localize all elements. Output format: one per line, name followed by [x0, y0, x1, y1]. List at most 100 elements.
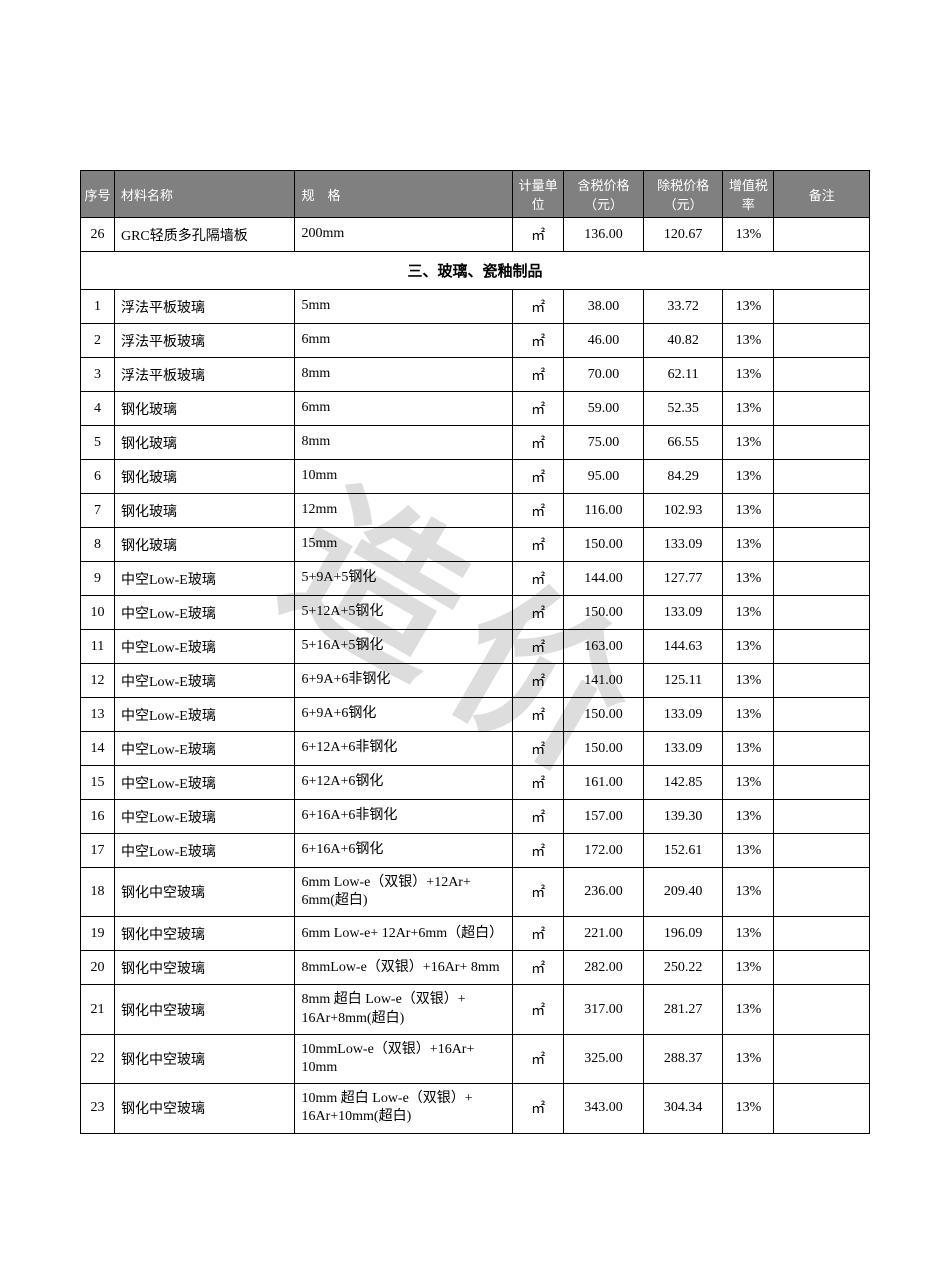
cell-remark [774, 698, 870, 732]
cell-remark [774, 290, 870, 324]
section-header-row: 三、玻璃、瓷釉制品 [81, 252, 870, 290]
cell-tax: 13% [723, 494, 774, 528]
cell-name: 中空Low-E玻璃 [114, 834, 295, 868]
cell-seq: 10 [81, 596, 115, 630]
header-price-notax: 除税价格（元） [643, 171, 723, 218]
cell-price-notax: 196.09 [643, 917, 723, 951]
cell-seq: 23 [81, 1084, 115, 1133]
cell-unit: ㎡ [513, 800, 564, 834]
cell-remark [774, 664, 870, 698]
cell-spec: 8mm [295, 358, 513, 392]
cell-remark [774, 528, 870, 562]
cell-remark [774, 917, 870, 951]
table-row: 9中空Low-E玻璃5+9A+5钢化㎡144.00127.7713% [81, 562, 870, 596]
cell-remark [774, 218, 870, 252]
cell-price-notax: 125.11 [643, 664, 723, 698]
cell-price-notax: 288.37 [643, 1034, 723, 1083]
cell-price-tax: 116.00 [564, 494, 644, 528]
header-seq: 序号 [81, 171, 115, 218]
cell-tax: 13% [723, 868, 774, 917]
table-row: 2浮法平板玻璃6mm㎡46.0040.8213% [81, 324, 870, 358]
cell-price-tax: 141.00 [564, 664, 644, 698]
cell-unit: ㎡ [513, 392, 564, 426]
cell-seq: 3 [81, 358, 115, 392]
table-row: 7钢化玻璃12mm㎡116.00102.9313% [81, 494, 870, 528]
cell-name: 钢化玻璃 [114, 426, 295, 460]
cell-tax: 13% [723, 917, 774, 951]
cell-name: 钢化中空玻璃 [114, 951, 295, 985]
cell-price-notax: 62.11 [643, 358, 723, 392]
cell-tax: 13% [723, 460, 774, 494]
cell-name: 钢化玻璃 [114, 460, 295, 494]
cell-spec: 6mm [295, 324, 513, 358]
cell-tax: 13% [723, 528, 774, 562]
cell-tax: 13% [723, 290, 774, 324]
cell-price-notax: 209.40 [643, 868, 723, 917]
table-row: 23钢化中空玻璃10mm 超白 Low-e（双银）+ 16Ar+10mm(超白)… [81, 1084, 870, 1133]
cell-price-tax: 317.00 [564, 985, 644, 1034]
cell-seq: 9 [81, 562, 115, 596]
cell-price-notax: 139.30 [643, 800, 723, 834]
cell-unit: ㎡ [513, 732, 564, 766]
materials-price-table: 序号 材料名称 规 格 计量单位 含税价格（元） 除税价格（元） 增值税率 备注… [80, 170, 870, 1134]
cell-unit: ㎡ [513, 562, 564, 596]
cell-seq: 12 [81, 664, 115, 698]
cell-unit: ㎡ [513, 917, 564, 951]
header-unit: 计量单位 [513, 171, 564, 218]
table-row: 19钢化中空玻璃6mm Low-e+ 12Ar+6mm（超白）㎡221.0019… [81, 917, 870, 951]
cell-price-notax: 133.09 [643, 698, 723, 732]
cell-price-notax: 127.77 [643, 562, 723, 596]
cell-seq: 22 [81, 1034, 115, 1083]
cell-unit: ㎡ [513, 766, 564, 800]
cell-price-tax: 150.00 [564, 732, 644, 766]
cell-tax: 13% [723, 1084, 774, 1133]
cell-spec: 6+9A+6钢化 [295, 698, 513, 732]
cell-tax: 13% [723, 834, 774, 868]
cell-price-tax: 282.00 [564, 951, 644, 985]
cell-remark [774, 630, 870, 664]
cell-remark [774, 562, 870, 596]
cell-spec: 6+16A+6非钢化 [295, 800, 513, 834]
table-row: 6钢化玻璃10mm㎡95.0084.2913% [81, 460, 870, 494]
cell-spec: 10mm [295, 460, 513, 494]
cell-unit: ㎡ [513, 951, 564, 985]
cell-remark [774, 426, 870, 460]
cell-seq: 11 [81, 630, 115, 664]
cell-tax: 13% [723, 951, 774, 985]
cell-price-tax: 163.00 [564, 630, 644, 664]
cell-price-tax: 75.00 [564, 426, 644, 460]
cell-name: 钢化中空玻璃 [114, 1084, 295, 1133]
header-remark: 备注 [774, 171, 870, 218]
cell-seq: 13 [81, 698, 115, 732]
cell-price-tax: 95.00 [564, 460, 644, 494]
cell-spec: 6mm Low-e+ 12Ar+6mm（超白） [295, 917, 513, 951]
cell-price-notax: 304.34 [643, 1084, 723, 1133]
cell-tax: 13% [723, 1034, 774, 1083]
cell-tax: 13% [723, 630, 774, 664]
table-row: 18钢化中空玻璃6mm Low-e（双银）+12Ar+ 6mm(超白)㎡236.… [81, 868, 870, 917]
cell-price-notax: 281.27 [643, 985, 723, 1034]
cell-spec: 10mmLow-e（双银）+16Ar+ 10mm [295, 1034, 513, 1083]
cell-name: 浮法平板玻璃 [114, 358, 295, 392]
cell-remark [774, 494, 870, 528]
cell-price-notax: 66.55 [643, 426, 723, 460]
cell-remark [774, 766, 870, 800]
cell-price-tax: 150.00 [564, 698, 644, 732]
cell-name: 中空Low-E玻璃 [114, 596, 295, 630]
cell-spec: 5+12A+5钢化 [295, 596, 513, 630]
cell-price-notax: 120.67 [643, 218, 723, 252]
section-title: 三、玻璃、瓷釉制品 [81, 252, 870, 290]
cell-price-notax: 133.09 [643, 596, 723, 630]
cell-price-tax: 221.00 [564, 917, 644, 951]
table-row: 8钢化玻璃15mm㎡150.00133.0913% [81, 528, 870, 562]
cell-tax: 13% [723, 218, 774, 252]
cell-spec: 6mm Low-e（双银）+12Ar+ 6mm(超白) [295, 868, 513, 917]
cell-remark [774, 868, 870, 917]
cell-price-tax: 150.00 [564, 596, 644, 630]
cell-remark [774, 834, 870, 868]
cell-name: 钢化中空玻璃 [114, 1034, 295, 1083]
header-spec: 规 格 [295, 171, 513, 218]
table-header-row: 序号 材料名称 规 格 计量单位 含税价格（元） 除税价格（元） 增值税率 备注 [81, 171, 870, 218]
cell-seq: 16 [81, 800, 115, 834]
cell-remark [774, 392, 870, 426]
